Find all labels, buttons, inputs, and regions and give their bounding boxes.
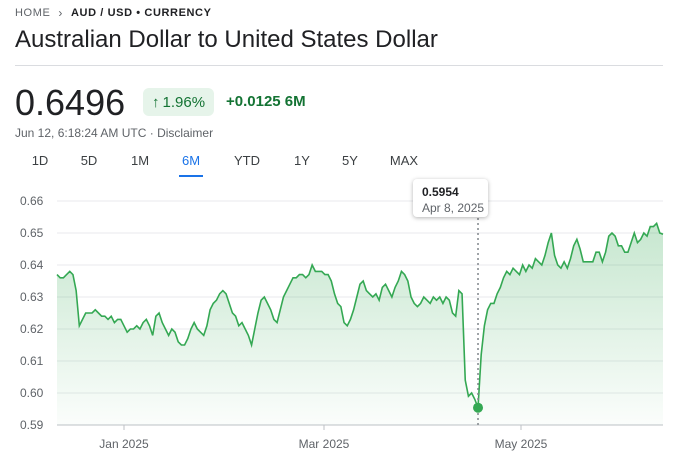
tab-1m[interactable]: 1M [130, 153, 150, 168]
chevron-right-icon: › [58, 6, 64, 20]
chart-tooltip: 0.5954 Apr 8, 2025 [413, 179, 488, 217]
price-area-fill [57, 223, 663, 425]
y-tick-label: 0.65 [20, 226, 44, 240]
absolute-change: +0.0125 6M [226, 93, 306, 110]
y-tick-label: 0.64 [20, 258, 44, 272]
breadcrumb-home-link[interactable]: HOME [15, 7, 51, 19]
percent-change-value: 1.96% [162, 93, 206, 111]
y-tick-label: 0.60 [20, 386, 44, 400]
y-tick-label: 0.62 [20, 322, 44, 336]
x-tick-label: May 2025 [495, 437, 548, 451]
breadcrumb: HOME › AUD / USD • CURRENCY [15, 6, 212, 20]
breadcrumb-current: AUD / USD • CURRENCY [71, 7, 212, 19]
x-tick-label: Mar 2025 [299, 437, 350, 451]
y-tick-label: 0.61 [20, 354, 44, 368]
tab-5d[interactable]: 5D [80, 153, 98, 168]
tab-1y[interactable]: 1Y [294, 153, 310, 168]
tooltip-date: Apr 8, 2025 [422, 201, 485, 215]
arrow-up-icon: ↑ [152, 93, 160, 111]
tab-6m[interactable]: 6M [179, 153, 203, 177]
tooltip-value: 0.5954 [422, 185, 459, 199]
tab-5y[interactable]: 5Y [342, 153, 358, 168]
y-tick-label: 0.63 [20, 290, 44, 304]
tab-max[interactable]: MAX [389, 153, 419, 168]
x-tick-label: Jan 2025 [99, 437, 149, 451]
page-title: Australian Dollar to United States Dolla… [15, 26, 438, 53]
price-line [56, 221, 664, 409]
hover-point [473, 402, 484, 413]
header-divider [15, 65, 663, 66]
y-tick-label: 0.66 [20, 194, 44, 208]
tab-1d[interactable]: 1D [31, 153, 49, 168]
tab-ytd[interactable]: YTD [234, 153, 260, 168]
percent-change-badge: ↑ 1.96% [143, 88, 215, 116]
timestamp-disclaimer[interactable]: Jun 12, 6:18:24 AM UTC · Disclaimer [15, 126, 214, 140]
y-tick-label: 0.59 [20, 418, 44, 432]
current-price: 0.6496 [15, 82, 126, 123]
